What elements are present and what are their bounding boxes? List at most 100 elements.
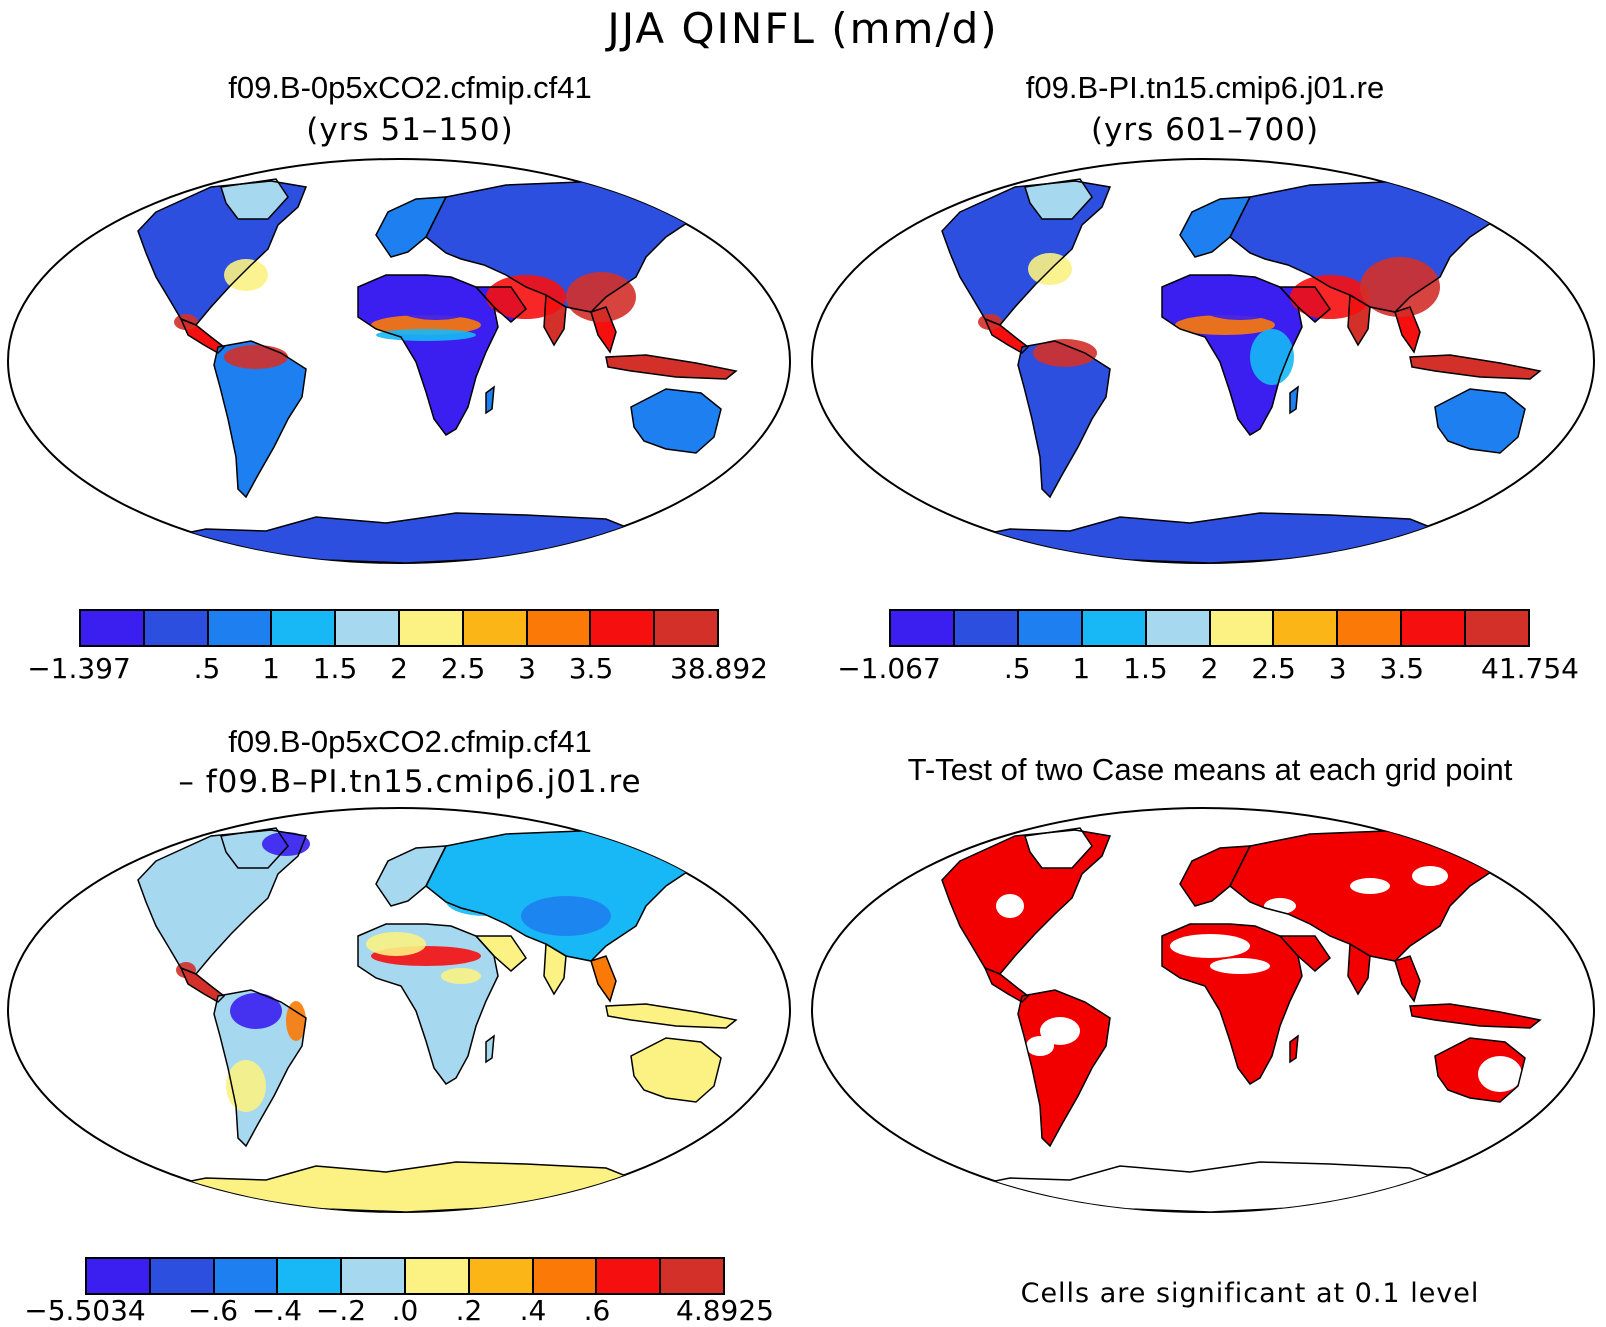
non-significant-patch: [1170, 934, 1250, 958]
coastline-arabia: [474, 935, 527, 972]
colorbar-swatch: [591, 611, 656, 645]
colorbar-swatch: [1402, 611, 1467, 645]
panel-1-colorbar-ticks: −1.397 .5 1 1.5 2 2.5 3 3.5 38.892: [27, 652, 768, 686]
land-antarctica: [156, 513, 646, 563]
coastline-indonesia: [1409, 1003, 1542, 1029]
coastline-arabia: [474, 286, 527, 323]
colorbar-tick-label: .5: [193, 652, 221, 685]
panel-2-colorbar: [889, 609, 1530, 647]
coastline-seasia: [590, 306, 617, 354]
field-patch: [486, 275, 566, 319]
colorbar-swatch: [655, 611, 717, 645]
colorbar-tick-label: 1.5: [1123, 652, 1168, 685]
field-patch: [376, 329, 476, 341]
colorbar-tick-label: .0: [391, 1294, 419, 1327]
coastline-samerica: [213, 340, 307, 499]
colorbar-swatch: [208, 611, 273, 645]
field-patch: [226, 1060, 266, 1112]
panel-3-colorbar-ticks: −5.5034 −.6 −.4 −.2 .0 .2 .4 .6 4.8925: [24, 1294, 774, 1327]
colorbar-swatch: [597, 1259, 662, 1293]
field-patch: [1033, 339, 1097, 367]
coastline-greenland: [220, 178, 289, 220]
colorbar-swatch: [214, 1259, 279, 1293]
land-camerica: [985, 968, 1028, 1002]
land-indonesia: [606, 1004, 736, 1028]
colorbar-tick-label: 3.5: [1379, 652, 1425, 685]
coastline-samerica: [213, 989, 307, 1148]
field-patch: [174, 314, 198, 330]
non-significant-patch: [996, 894, 1024, 918]
colorbar-swatch: [87, 1259, 151, 1293]
colorbar-tick-label: .5: [1003, 652, 1031, 685]
coastline-camerica: [983, 966, 1030, 1003]
field-patch: [224, 259, 268, 291]
land-europe: [1180, 846, 1250, 906]
coastline-madagascar: [1289, 385, 1299, 415]
colorbar-tick-label: 41.754: [1481, 652, 1579, 685]
coastline-antarctica: [155, 1161, 649, 1212]
colorbar-tick-label: −1.397: [27, 652, 131, 685]
panel-2-map: [811, 158, 1595, 564]
land-antarctica: [960, 513, 1450, 563]
land-arabia: [1280, 936, 1330, 971]
land-australia: [631, 389, 721, 453]
field-patch: [1175, 315, 1275, 335]
land-asia: [426, 830, 696, 961]
panel-4-title: T-Test of two Case means at each grid po…: [907, 752, 1513, 787]
colorbar-swatch: [527, 611, 592, 645]
panel-3-subtitle: – f09.B–PI.tn15.cmip6.j01.re: [178, 764, 642, 800]
colorbar-swatch: [891, 611, 955, 645]
field-patch: [978, 314, 1002, 330]
colorbar-swatch: [399, 611, 464, 645]
coastline-india: [543, 293, 567, 347]
land-indonesia: [606, 355, 736, 379]
colorbar-tick-label: −.2: [315, 1294, 367, 1327]
coastline-camerica: [179, 966, 226, 1003]
field-patch: [1290, 275, 1370, 319]
land-australia: [1435, 389, 1525, 453]
coastline-africa: [357, 274, 499, 436]
coastline-indonesia: [1409, 354, 1542, 380]
colorbar-tick-label: .2: [455, 1294, 483, 1327]
coastline-antarctica: [959, 512, 1453, 563]
colorbar-swatch: [463, 611, 528, 645]
colorbar-swatch: [1210, 611, 1275, 645]
land-europe: [376, 197, 446, 257]
coastline-antarctica: [959, 1161, 1453, 1212]
colorbar-tick-label: 38.892: [670, 652, 768, 685]
coastline-australia: [630, 388, 722, 454]
coastline-india: [543, 942, 567, 996]
field-patch: [1195, 284, 1285, 320]
field-patch: [446, 886, 526, 916]
colorbar-swatch: [150, 1259, 215, 1293]
field-patch: [286, 1001, 306, 1041]
coastline-namerica: [137, 180, 308, 326]
colorbar-swatch: [336, 611, 400, 645]
coastline-samerica: [1017, 340, 1111, 499]
colorbar-swatch: [1466, 611, 1529, 645]
non-significant-patch: [1026, 1036, 1054, 1056]
field-patch: [521, 896, 611, 936]
colorbar-swatch: [661, 1259, 723, 1293]
colorbar-tick-label: −1.067: [837, 652, 941, 685]
land-india: [544, 944, 566, 994]
panel-3-title: f09.B-0p5xCO2.cfmip.cf41: [228, 724, 592, 759]
coastline-africa: [1161, 274, 1303, 436]
field-patch: [566, 272, 636, 322]
land-asia: [426, 181, 696, 312]
non-significant-patch: [1438, 928, 1462, 944]
colorbar-tick-label: 1.5: [312, 652, 358, 685]
coastline-namerica: [941, 829, 1112, 975]
panel-2-colorbar-ticks: −1.067 .5 1 1.5 2 2.5 3 3.5 41.754: [837, 652, 1579, 686]
non-significant-patch: [1210, 958, 1270, 974]
non-significant-patch: [1478, 1056, 1522, 1092]
colorbar-swatch: [1338, 611, 1403, 645]
coastline-camerica: [179, 317, 226, 354]
land-greenland: [1025, 828, 1092, 868]
coastline-africa: [1161, 923, 1303, 1085]
coastline-namerica: [137, 829, 308, 975]
land-australia: [631, 1038, 721, 1102]
colorbar-swatch: [278, 1259, 343, 1293]
field-patch: [1360, 257, 1440, 317]
coastline-camerica: [983, 317, 1030, 354]
